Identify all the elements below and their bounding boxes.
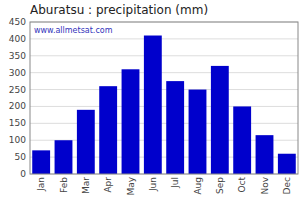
x-tick-label: Feb <box>59 177 69 193</box>
y-axis: 0 50 100 150 200 250 300 350 400 450 <box>9 17 298 179</box>
x-tick-label: Mar <box>81 177 91 194</box>
bar <box>166 81 184 174</box>
y-tick-label: 0 <box>20 169 26 179</box>
grid-line <box>30 55 298 56</box>
grid-line <box>30 89 298 90</box>
grid-line <box>30 38 298 39</box>
y-tick-label: 150 <box>9 118 26 128</box>
y-tick-label: 50 <box>15 152 27 162</box>
y-tick-label: 450 <box>9 17 26 27</box>
y-tick-label: 350 <box>9 51 26 61</box>
x-tick-label: Nov <box>260 176 270 194</box>
bar <box>278 154 296 174</box>
x-tick-label: Dec <box>282 177 292 194</box>
bar <box>99 86 117 174</box>
grid-line <box>30 123 298 124</box>
y-tick-label: 300 <box>9 68 26 78</box>
x-tick-label: Aug <box>193 177 203 195</box>
y-tick-label: 250 <box>9 85 26 95</box>
bar <box>211 66 229 174</box>
x-tick-label: Jul <box>170 177 180 189</box>
bar <box>122 69 140 174</box>
x-tick-label: Sep <box>215 177 225 194</box>
y-tick-label: 200 <box>9 101 26 111</box>
title: Aburatsu : precipitation (mm) <box>30 3 208 17</box>
x-tick-label: Apr <box>103 177 113 193</box>
bar <box>189 90 207 174</box>
bar <box>55 140 73 174</box>
chart-svg: Aburatsu : precipitation (mm) 0 50 100 150 20… <box>0 0 306 200</box>
bar <box>256 135 274 174</box>
x-axis: Jan Feb Mar Apr May Jun Jul Aug Sep Oct Nov Dec <box>36 176 292 195</box>
bars <box>32 36 296 174</box>
y-tick-label: 100 <box>9 135 26 145</box>
x-tick-label: Jan <box>36 177 46 192</box>
grid-line <box>30 106 298 107</box>
bar <box>77 110 95 174</box>
bar <box>233 106 251 174</box>
x-tick-label: May <box>126 176 136 195</box>
chart-container: Aburatsu : precipitation (mm) 0 50 100 150 20… <box>0 0 306 200</box>
y-tick-label: 400 <box>9 34 26 44</box>
x-tick-label: Jun <box>148 177 158 192</box>
x-tick-label: Oct <box>237 177 247 193</box>
plot-frame <box>30 22 298 174</box>
grid-line <box>30 72 298 73</box>
bar <box>144 36 162 174</box>
bar <box>32 150 50 174</box>
watermark: www.allmetsat.com <box>34 26 113 35</box>
